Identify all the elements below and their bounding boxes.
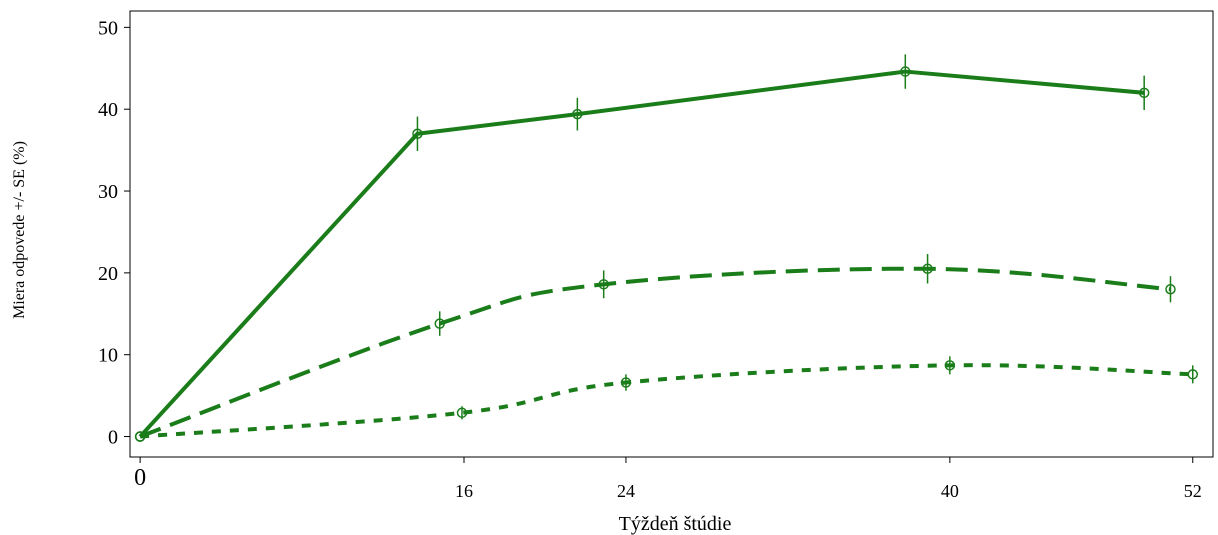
data-point-marker — [944, 360, 956, 371]
y-tick-label: 30 — [98, 181, 118, 203]
x-tick-label: 40 — [941, 481, 959, 501]
series-layer — [134, 54, 1199, 442]
data-point-marker — [1187, 369, 1199, 380]
data-point-marker — [434, 318, 445, 329]
data-point-marker — [1138, 87, 1150, 99]
plot-border — [129, 10, 1214, 458]
series-dashed — [134, 254, 1176, 442]
series-line-dashed — [139, 266, 1171, 439]
y-axis-title: Miera odpovede +/- SE (%) — [11, 141, 28, 319]
data-point-marker — [456, 407, 468, 419]
x-axis-title: Týždeň štúdie — [619, 513, 732, 535]
series-line-dotted — [139, 363, 1193, 439]
y-tick-label: 0 — [108, 427, 118, 449]
data-point-marker — [134, 431, 146, 442]
y-axis: 0 10 20 30 40 50 — [98, 17, 130, 449]
x-tick-label: 16 — [455, 481, 473, 501]
data-point-marker — [572, 108, 583, 120]
data-point-marker — [1165, 283, 1176, 295]
data-point-marker — [412, 128, 423, 140]
data-point-marker — [922, 263, 933, 275]
y-tick-label: 20 — [98, 263, 118, 285]
data-point-marker — [900, 66, 911, 77]
series-solid — [134, 54, 1150, 442]
plot-area — [129, 10, 1214, 458]
x-tick-label: 0 — [134, 465, 146, 491]
y-tick-label: 50 — [98, 17, 118, 39]
y-tick-label: 10 — [98, 345, 118, 367]
series-dotted — [134, 356, 1199, 442]
y-tick-label: 40 — [98, 99, 118, 121]
x-tick-label: 24 — [617, 481, 635, 501]
x-tick-label: 52 — [1184, 481, 1202, 501]
data-point-marker — [598, 279, 609, 290]
x-axis: 0 16 24 40 52 — [134, 457, 1202, 501]
data-point-marker — [620, 377, 632, 388]
